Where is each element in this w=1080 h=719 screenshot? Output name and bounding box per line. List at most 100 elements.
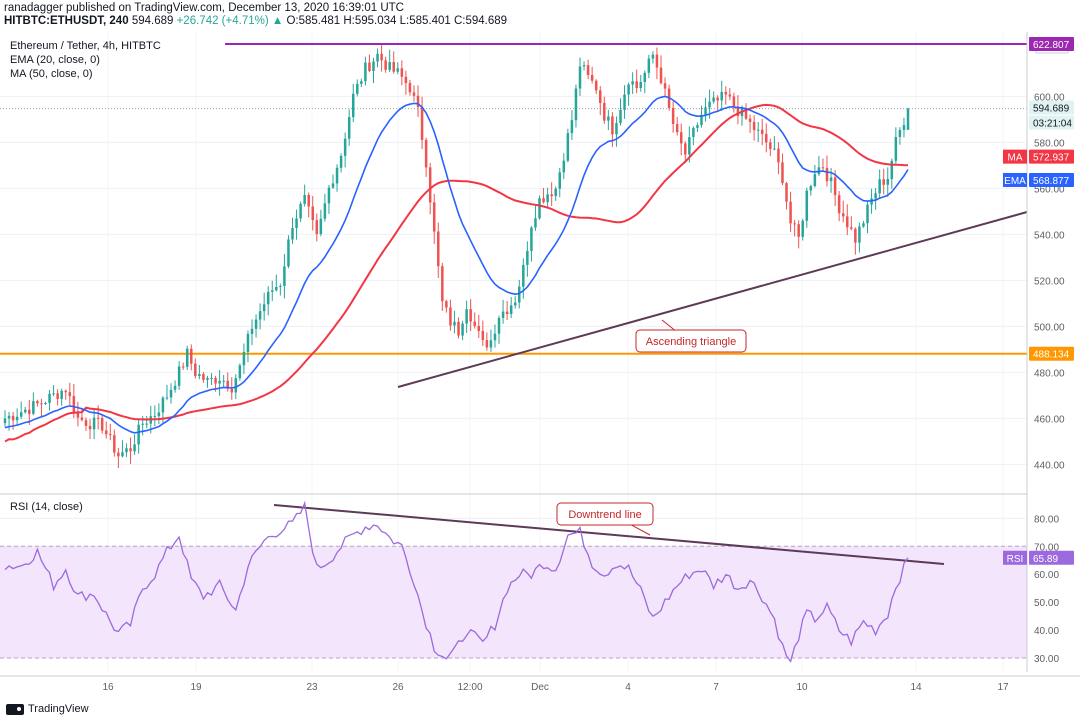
time-tick-label: 16 (102, 682, 114, 693)
candle-body (728, 94, 732, 97)
candle-body (125, 448, 128, 453)
candle-body (121, 452, 124, 457)
candle-body (716, 97, 719, 101)
candle-body (457, 321, 460, 336)
candle-body (424, 139, 428, 168)
candle-body (481, 331, 485, 341)
price-legend: Ethereum / Tether, 4h, HITBTC EMA (20, c… (10, 39, 161, 81)
candle-body (15, 416, 19, 421)
rsi-downtrend-line (273, 504, 945, 565)
candle-body (266, 291, 270, 305)
downtrend-annotation: Downtrend line (568, 509, 641, 521)
candle-body (570, 120, 574, 134)
candle-body (574, 88, 578, 121)
price-tick-label: 520.00 (1034, 276, 1065, 287)
candle-body (623, 94, 626, 110)
candle-body (825, 167, 829, 182)
candle-body (246, 333, 250, 352)
candle-body (84, 420, 88, 426)
candle-body (60, 390, 63, 399)
countdown-label-bg (1029, 115, 1074, 130)
candle-body (748, 118, 752, 122)
candle-body (854, 228, 857, 243)
candle-body (368, 62, 371, 72)
trend-lines (273, 211, 1028, 565)
candle-body (234, 378, 238, 393)
candle-body (493, 333, 497, 341)
candle-body (76, 413, 80, 418)
candle-body (19, 412, 23, 417)
time-tick-label: 14 (910, 682, 922, 693)
ema-value-label: 568.877 (1033, 176, 1070, 187)
countdown-label: 03:21:04 (1033, 119, 1072, 130)
candle-body (518, 286, 521, 303)
candle-body (522, 264, 525, 287)
candle-body (675, 124, 679, 133)
candle-body (538, 198, 541, 219)
candle-body (412, 92, 416, 96)
candle-body (902, 125, 906, 130)
candle-body (161, 397, 165, 413)
candle-body (408, 83, 412, 93)
candle-body (655, 54, 659, 68)
candle-body (100, 418, 104, 431)
candle-body (56, 393, 59, 399)
candle-body (829, 177, 833, 182)
candle-body (445, 301, 448, 308)
candle-body (878, 179, 881, 194)
candle-body (416, 95, 420, 108)
candle-body (578, 66, 582, 89)
candle-body (36, 401, 39, 404)
candle-body (258, 311, 262, 320)
candle-body (607, 116, 610, 121)
candle-body (92, 417, 96, 430)
candle-body (283, 266, 286, 286)
rsi-line (4, 500, 909, 663)
candle-body (360, 81, 363, 84)
price-tick-label: 440.00 (1034, 460, 1065, 471)
candle-body (744, 108, 748, 119)
candle-body (882, 179, 885, 185)
candle-body (80, 417, 84, 421)
ema-value-label-bg (1029, 172, 1074, 187)
candle-body (165, 397, 169, 399)
ma-legend: MA (50, close, 0) (10, 68, 93, 80)
chart-title: Ethereum / Tether, 4h, HITBTC (10, 40, 161, 52)
candles (3, 45, 910, 469)
candle-body (651, 54, 655, 59)
candle-body (582, 65, 586, 67)
rsi-value-label-prefix: RSI (1007, 554, 1024, 565)
ema-value-label-prefix: EMA (1004, 176, 1026, 187)
time-tick-label: Dec (531, 682, 549, 693)
candle-body (846, 216, 849, 228)
candle-body (254, 319, 258, 329)
candle-body (222, 380, 225, 382)
candle-body (461, 323, 464, 336)
candle-body (173, 385, 177, 390)
publish-info: ranadagger published on TradingView.com,… (4, 2, 404, 14)
resistance-price-label-bg (1029, 36, 1074, 51)
candle-body (684, 143, 687, 155)
candle-body (307, 194, 310, 207)
candle-body (319, 218, 323, 235)
ascending-triangle-annotation: Ascending triangle (646, 336, 737, 348)
candle-body (48, 393, 51, 403)
candle-body (611, 116, 614, 135)
publish-header: ranadagger published on TradingView.com,… (0, 0, 1080, 30)
candle-body (40, 403, 43, 405)
candle-body (356, 83, 359, 94)
candle-body (238, 365, 242, 379)
candle-body (586, 65, 590, 76)
candle-body (28, 409, 31, 414)
time-tick-label: 17 (997, 682, 1009, 693)
ema-value-label-prefix-bg (1003, 172, 1027, 187)
downtrend-annotation-box (556, 502, 654, 526)
candle-body (724, 91, 728, 95)
candle-body (384, 60, 387, 70)
candle-body (153, 416, 157, 418)
ma-value-label-prefix: MA (1008, 153, 1023, 164)
candle-body (145, 423, 148, 425)
candle-body (793, 223, 796, 225)
candle-body (789, 201, 792, 224)
